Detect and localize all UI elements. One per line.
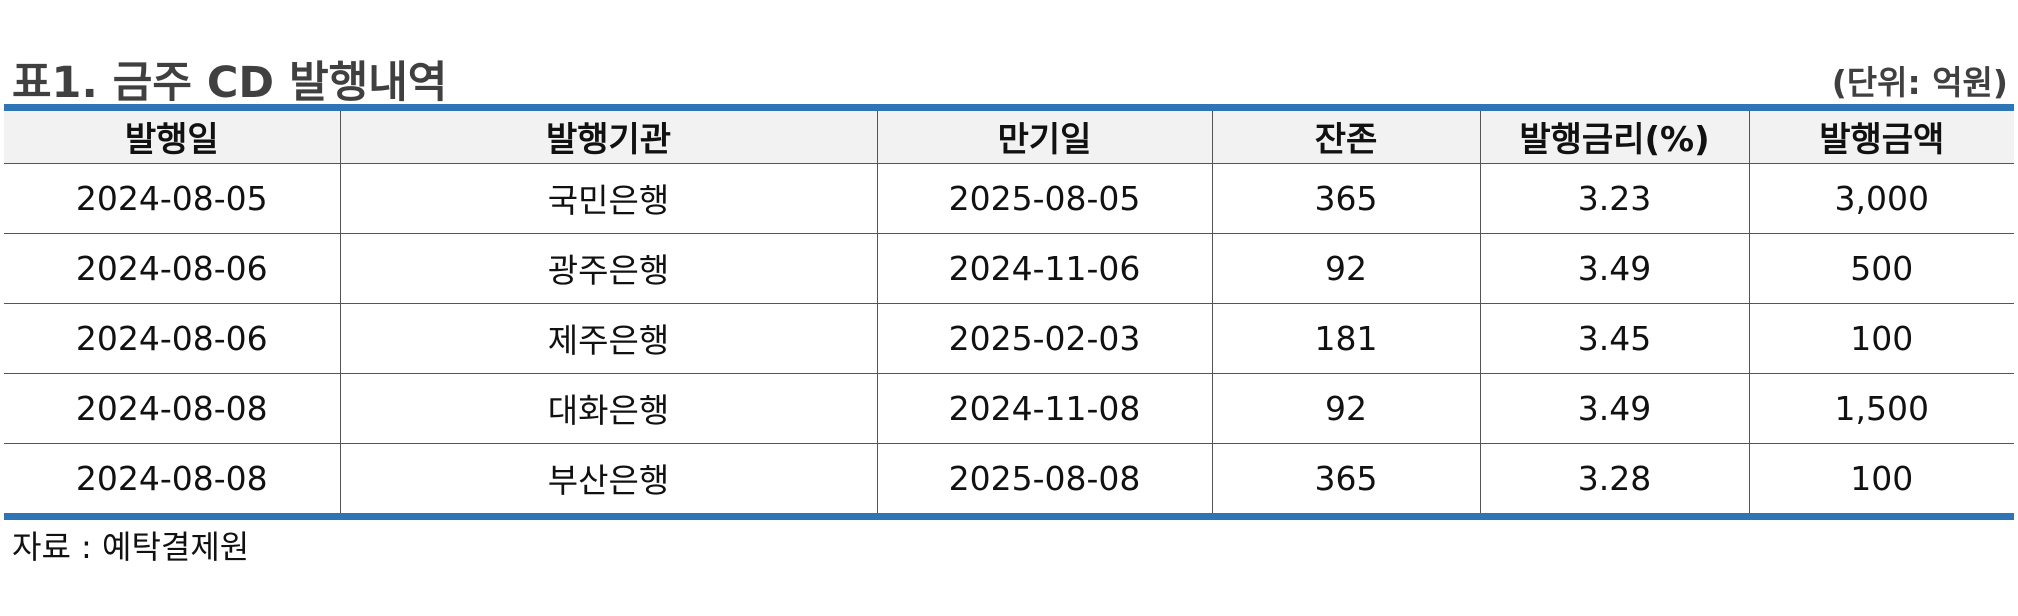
cell-maturity-date: 2024-11-06 <box>876 232 1213 303</box>
cell-issue-amount: 500 <box>1748 232 2014 303</box>
table-bottom-rule <box>4 513 2014 520</box>
cell-issuer: 대화은행 <box>339 372 878 443</box>
col-header-issue-amount: 발행금액 <box>1748 111 2014 164</box>
cell-issue-date: 2024-08-06 <box>4 232 341 303</box>
cell-issue-date: 2024-08-08 <box>4 372 341 443</box>
table-row: 2024-08-06 광주은행 2024-11-06 92 3.49 500 <box>4 232 2014 303</box>
cell-issue-rate: 3.49 <box>1479 372 1750 443</box>
col-header-remaining-days: 잔존 <box>1211 111 1481 164</box>
cell-remaining-days: 92 <box>1211 372 1481 443</box>
cell-issue-date: 2024-08-05 <box>4 163 341 233</box>
cell-maturity-date: 2025-08-08 <box>876 442 1213 513</box>
cell-issue-amount: 3,000 <box>1748 163 2014 233</box>
cell-issuer: 국민은행 <box>339 163 878 233</box>
cell-issue-rate: 3.23 <box>1479 163 1750 233</box>
cell-remaining-days: 181 <box>1211 302 1481 373</box>
col-header-issuer: 발행기관 <box>339 111 878 164</box>
cell-issue-rate: 3.45 <box>1479 302 1750 373</box>
cell-issue-amount: 100 <box>1748 302 2014 373</box>
col-header-issue-date: 발행일 <box>4 111 341 164</box>
table-row: 2024-08-05 국민은행 2025-08-05 365 3.23 3,00… <box>4 163 2014 233</box>
cell-issue-date: 2024-08-08 <box>4 442 341 513</box>
table-header-row: 발행일 발행기관 만기일 잔존 발행금리(%) 발행금액 <box>4 111 2014 164</box>
cell-maturity-date: 2025-08-05 <box>876 163 1213 233</box>
col-header-maturity-date: 만기일 <box>876 111 1213 164</box>
cell-issue-date: 2024-08-06 <box>4 302 341 373</box>
cell-remaining-days: 365 <box>1211 442 1481 513</box>
cell-issue-rate: 3.28 <box>1479 442 1750 513</box>
table-row: 2024-08-06 제주은행 2025-02-03 181 3.45 100 <box>4 302 2014 373</box>
cell-issuer: 광주은행 <box>339 232 878 303</box>
cell-remaining-days: 365 <box>1211 163 1481 233</box>
table-row: 2024-08-08 부산은행 2025-08-08 365 3.28 100 <box>4 442 2014 513</box>
cell-issuer: 부산은행 <box>339 442 878 513</box>
table-row: 2024-08-08 대화은행 2024-11-08 92 3.49 1,500 <box>4 372 2014 443</box>
table-top-rule <box>4 104 2014 111</box>
cell-issue-amount: 1,500 <box>1748 372 2014 443</box>
cell-issue-amount: 100 <box>1748 442 2014 513</box>
table-title: 표1. 금주 CD 발행내역 <box>12 58 448 108</box>
cell-remaining-days: 92 <box>1211 232 1481 303</box>
title-row: 표1. 금주 CD 발행내역 (단위: 억원) <box>0 42 2010 108</box>
unit-label: (단위: 억원) <box>1831 63 2008 102</box>
cd-issuance-table: 발행일 발행기관 만기일 잔존 발행금리(%) 발행금액 2024-08-05 … <box>4 111 2014 513</box>
source-note: 자료 : 예탁결제원 <box>12 528 250 566</box>
col-header-issue-rate: 발행금리(%) <box>1479 111 1750 164</box>
cell-maturity-date: 2024-11-08 <box>876 372 1213 443</box>
cell-maturity-date: 2025-02-03 <box>876 302 1213 373</box>
cell-issue-rate: 3.49 <box>1479 232 1750 303</box>
cell-issuer: 제주은행 <box>339 302 878 373</box>
